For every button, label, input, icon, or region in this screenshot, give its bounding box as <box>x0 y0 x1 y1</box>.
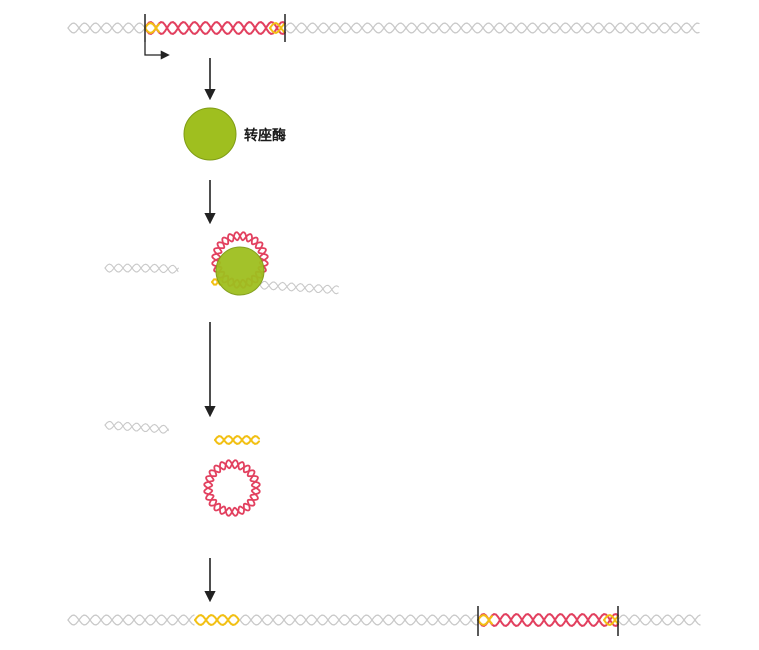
inverted-repeat-left <box>144 23 160 34</box>
target-dna <box>617 614 701 626</box>
target-dna-loop <box>104 263 179 274</box>
donor-dna <box>67 22 145 34</box>
target-dna <box>259 281 339 295</box>
inverted-repeat-right <box>603 615 619 626</box>
transposon-rings <box>203 231 269 517</box>
promoter-arrow <box>144 42 170 60</box>
transposon-dna <box>144 21 286 35</box>
target-site-duplication <box>214 435 260 445</box>
inverted-repeat-right <box>269 22 285 33</box>
target-dna <box>239 614 479 626</box>
donor-dna <box>284 22 700 34</box>
target-dna-loop <box>104 421 169 434</box>
integrating-transposon <box>203 459 261 517</box>
target-site-duplication <box>214 435 260 445</box>
transposase-enzyme <box>183 107 237 161</box>
inverted-repeat-right <box>269 23 285 34</box>
inserted-transposon <box>477 613 619 627</box>
bound-transposase <box>215 246 265 296</box>
inverted-repeat-left <box>477 614 493 625</box>
donor-dna <box>284 22 700 34</box>
integrating-transposon <box>203 459 261 517</box>
inverted-repeat-right <box>603 614 619 625</box>
target-dna <box>67 614 195 626</box>
transposase-label: 转座酶 <box>244 127 286 144</box>
dna-helices <box>67 21 701 627</box>
inverted-repeat-left <box>477 615 493 626</box>
dna-loops <box>104 263 340 434</box>
excision-footprint <box>194 614 240 626</box>
target-dna-loop <box>104 263 179 274</box>
transposon-dna <box>144 21 286 35</box>
target-dna-loop <box>104 420 169 433</box>
target-dna <box>259 280 340 294</box>
inverted-repeat-left <box>144 22 160 33</box>
inserted-transposon <box>477 613 619 627</box>
target-dna <box>67 614 195 626</box>
target-dna <box>617 614 701 626</box>
donor-dna <box>67 22 145 34</box>
